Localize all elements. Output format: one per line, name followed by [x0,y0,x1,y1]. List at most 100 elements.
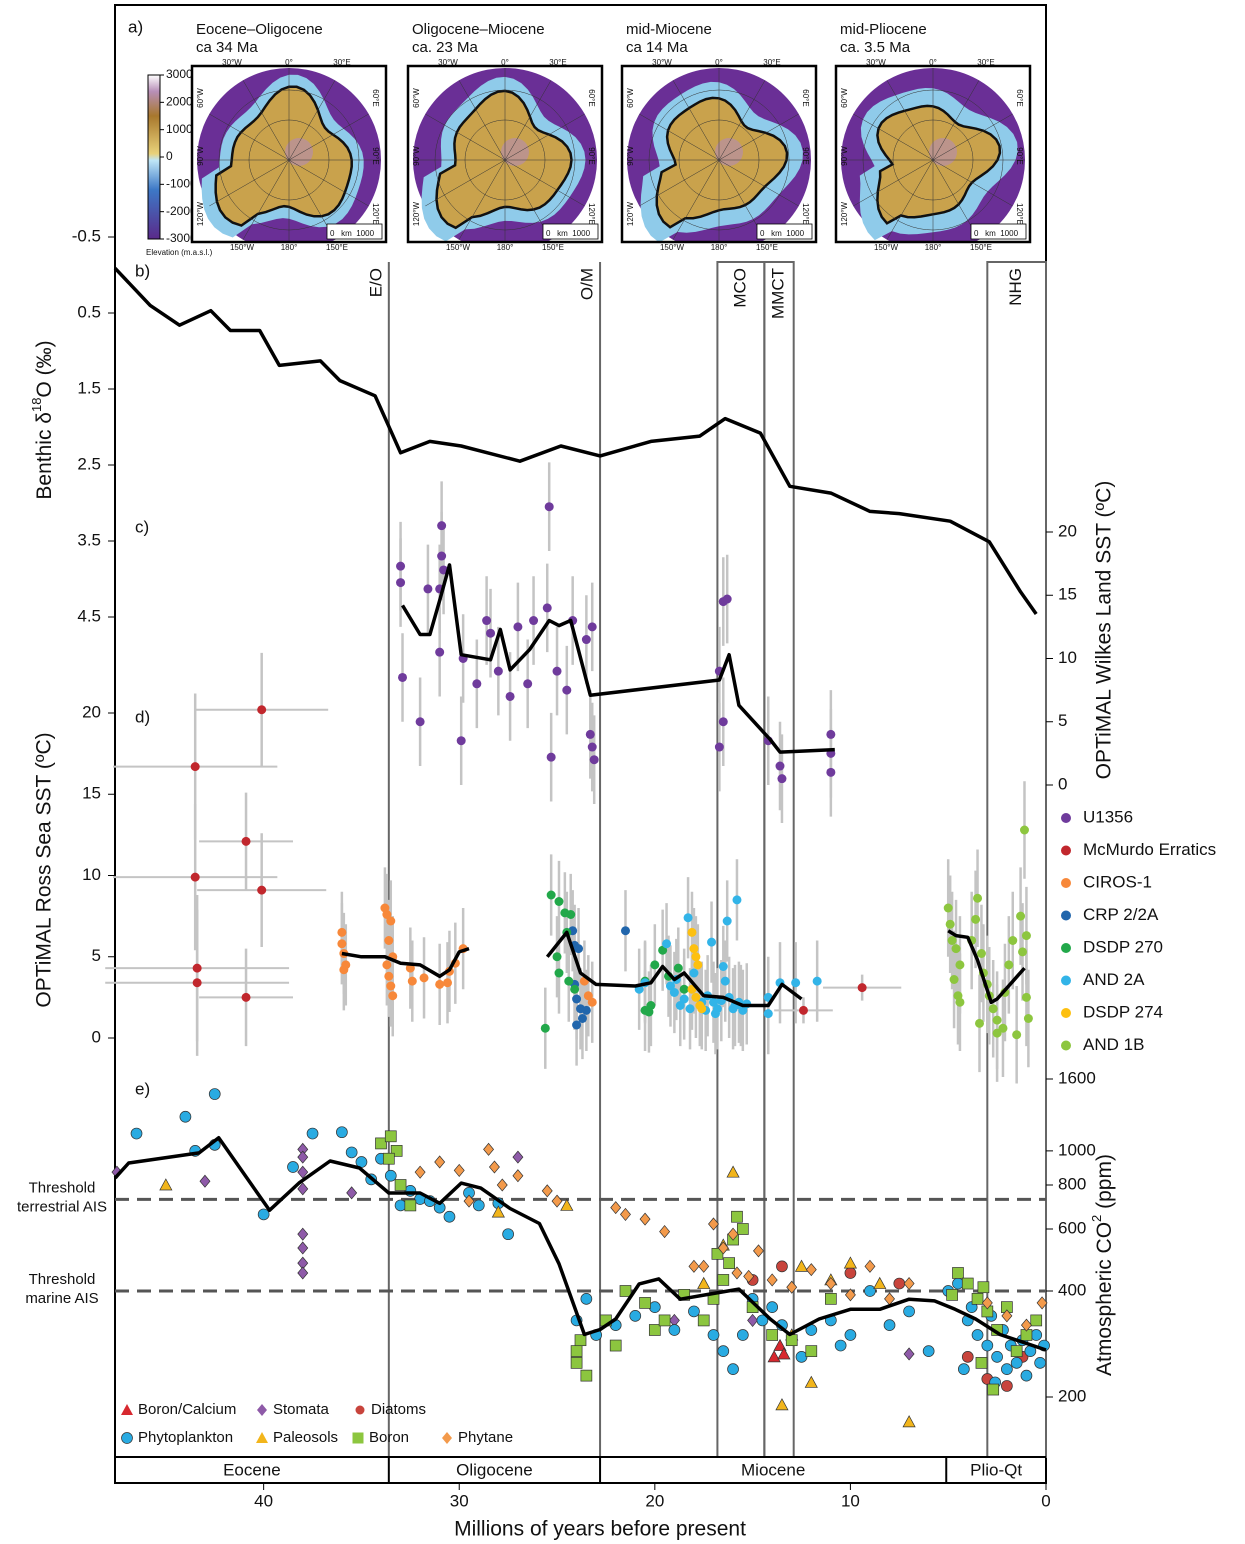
map-grid-label: 150°W [230,243,255,252]
point [588,998,597,1007]
colorbar-tick-label: 2000 [166,95,193,109]
point [767,1329,778,1340]
map-grid-label: 90°W [196,146,205,166]
point [992,1351,1003,1362]
point [513,622,522,631]
point [680,995,689,1004]
point [298,1267,308,1279]
y-tick-label: 1600 [1058,1068,1096,1087]
point [874,1278,886,1289]
event-box [987,262,1046,1457]
point [423,584,432,593]
point [454,1164,464,1176]
legend-marker [121,1404,133,1415]
point [575,1335,586,1346]
point [958,1364,969,1375]
point [691,993,700,1002]
point [955,960,964,969]
point [620,1286,631,1297]
point [977,949,986,958]
point [160,1179,172,1190]
point [337,939,346,948]
point [564,977,573,986]
point [489,1161,499,1173]
point [975,1019,984,1028]
epoch-label: Plio-Qt [970,1460,1022,1479]
point [844,1257,856,1268]
point [669,1324,680,1335]
point [687,928,696,937]
point [806,1264,816,1276]
map-grid-label: 90°E [1015,147,1024,164]
map-grid-label: 120°E [371,203,380,225]
y-tick-label: 0 [92,1027,101,1046]
y-tick-label: 0.5 [77,302,101,321]
point [799,1006,808,1015]
map-grid-label: 30°W [222,58,242,67]
point [541,1024,550,1033]
point [1024,1014,1033,1023]
y-axis-title-part: O (‰) [33,340,56,397]
point [699,1260,709,1272]
y-axis-title: OPTiMAL Wilkes Land SST (ºC) [1093,481,1116,780]
map-grid-label: 90°W [412,146,421,166]
y-axis-title-part: 18 [29,398,44,412]
point [191,762,200,771]
point [494,667,503,676]
y-tick-label: 3.5 [77,530,101,549]
point [904,1278,914,1290]
point [1022,931,1031,940]
point [561,1199,573,1210]
map-grid-label: 90°W [626,146,635,166]
map-age: ca. 23 Ma [412,39,479,56]
map-grid-label: 150°W [874,243,899,252]
map-grid-label: 0° [715,58,723,67]
point [662,939,671,948]
point [610,1340,621,1351]
point [529,616,538,625]
map-grid-label: 30°E [763,58,780,67]
y-tick-label: 20 [82,702,101,721]
y-tick-label: 2.5 [77,454,101,473]
point [946,920,955,929]
point [767,1302,778,1313]
point [952,944,961,953]
map-grid-label: 30°W [866,58,886,67]
point [523,679,532,688]
point [950,975,959,984]
map-grid-label: 60°E [587,89,596,106]
point [923,1346,934,1357]
point [777,774,786,783]
y-tick-label: 5 [1058,711,1067,730]
legend-label: Phytoplankton [138,1429,233,1446]
map-age: ca 34 Ma [196,39,258,56]
point [472,679,481,688]
point [674,964,683,973]
point [649,1302,660,1313]
map-scale-label: 0 km 1000 [330,229,375,238]
map-grid-label: 150°W [660,243,685,252]
map-grid-label: 90°E [371,147,380,164]
point [688,1306,699,1317]
point [724,1258,735,1269]
point [543,603,552,612]
point [962,1351,973,1362]
map-grid-label: 150°E [542,243,564,252]
point [670,988,679,997]
y-axis-title-part: 2 [1089,1215,1104,1222]
point [630,1310,641,1321]
point [287,1161,298,1172]
legend-marker [1061,846,1071,856]
legend-label: CIROS-1 [1083,872,1152,891]
point [191,873,200,882]
y-tick-label: 5 [92,946,101,965]
point [825,1293,836,1304]
legend-marker [1061,813,1071,823]
point [947,1289,958,1300]
point [791,978,800,987]
y-tick-label: 0 [1058,774,1067,793]
point [697,1004,706,1013]
figure: a)3000200010000-1000-2000-3000Elevation … [0,0,1245,1544]
point [640,1213,650,1225]
y-tick-label: 600 [1058,1218,1086,1237]
